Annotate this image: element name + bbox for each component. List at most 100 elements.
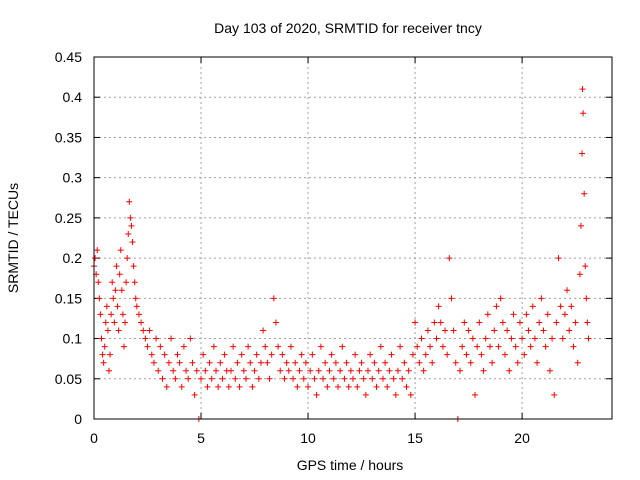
data-point (399, 375, 406, 382)
data-point (119, 311, 126, 318)
data-point (133, 303, 140, 310)
y-tick-label: 0.25 (55, 210, 82, 226)
data-point (125, 230, 132, 237)
data-point (557, 303, 564, 310)
data-point (437, 319, 444, 326)
data-point (536, 319, 543, 326)
data-point (253, 351, 260, 358)
data-point (377, 343, 384, 350)
data-point (347, 367, 354, 374)
data-point (501, 351, 508, 358)
data-point (360, 375, 367, 382)
data-point (412, 319, 419, 326)
data-point (576, 271, 583, 278)
data-point (397, 343, 404, 350)
x-tick-label: 20 (514, 430, 530, 446)
data-point (435, 303, 442, 310)
data-point (217, 359, 224, 366)
data-point (497, 295, 504, 302)
data-point (120, 343, 127, 350)
data-point (114, 303, 121, 310)
data-point (264, 359, 271, 366)
data-point (367, 351, 374, 358)
data-point (582, 263, 589, 270)
data-point (260, 327, 267, 334)
data-point (117, 247, 124, 254)
data-point (394, 367, 401, 374)
data-point (110, 295, 117, 302)
data-point (371, 359, 378, 366)
data-point (168, 335, 175, 342)
data-point (561, 311, 568, 318)
data-points (91, 86, 592, 422)
data-point (92, 255, 99, 262)
data-point (320, 375, 327, 382)
data-point (574, 359, 581, 366)
data-point (493, 303, 500, 310)
data-point (401, 359, 408, 366)
data-point (326, 367, 333, 374)
data-point (482, 335, 489, 342)
data-point (111, 319, 118, 326)
data-point (100, 359, 107, 366)
data-point (448, 295, 455, 302)
data-point (566, 327, 573, 334)
data-point (542, 343, 549, 350)
data-point (352, 351, 359, 358)
data-point (126, 198, 133, 205)
data-point (165, 359, 172, 366)
data-point (570, 343, 577, 350)
data-point (240, 367, 247, 374)
data-point (245, 343, 252, 350)
data-point (96, 295, 103, 302)
data-point (236, 383, 243, 390)
data-point (95, 279, 102, 286)
data-point (135, 311, 142, 318)
x-tick-label: 10 (300, 430, 316, 446)
data-point (446, 255, 453, 262)
y-tick-label: 0.2 (63, 250, 83, 266)
grid-layer (94, 57, 612, 419)
data-point (191, 391, 198, 398)
data-point (420, 367, 427, 374)
data-point (350, 375, 356, 382)
data-point (128, 222, 135, 229)
data-point (268, 351, 275, 358)
data-point (463, 351, 470, 358)
y-tick-label: 0.3 (63, 170, 83, 186)
data-point (159, 375, 166, 382)
data-point (553, 319, 560, 326)
data-point (113, 263, 120, 270)
data-point (465, 327, 472, 334)
data-point (390, 375, 397, 382)
data-point (298, 351, 305, 358)
x-tick-label: 15 (407, 430, 423, 446)
data-point (185, 375, 192, 382)
data-point (403, 383, 410, 390)
data-point (213, 367, 220, 374)
data-point (442, 327, 449, 334)
data-point (581, 190, 588, 197)
data-point (508, 335, 515, 342)
data-point (294, 383, 301, 390)
data-point (339, 343, 346, 350)
data-point (519, 335, 526, 342)
data-point (572, 319, 579, 326)
data-point (157, 343, 164, 350)
data-point (189, 359, 196, 366)
data-point (107, 351, 114, 358)
data-point (155, 367, 162, 374)
data-point (461, 319, 468, 326)
data-point (516, 319, 523, 326)
data-point (105, 367, 112, 374)
data-point (176, 359, 183, 366)
data-point (102, 319, 109, 326)
data-point (534, 359, 541, 366)
data-point (354, 383, 361, 390)
y-axis-label: SRMTID / TECUs (5, 183, 21, 293)
data-point (538, 295, 545, 302)
data-point (544, 311, 551, 318)
data-point (116, 271, 123, 278)
data-point (232, 375, 239, 382)
data-point (444, 351, 451, 358)
